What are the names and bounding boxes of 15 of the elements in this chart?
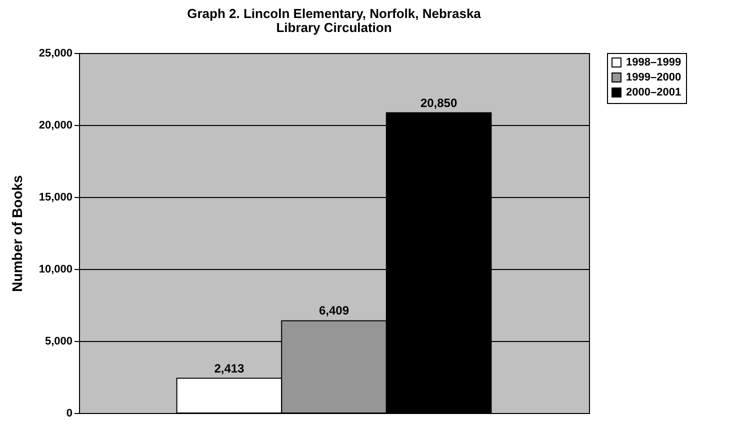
- data-label: 2,413: [214, 361, 245, 376]
- legend-label: 2000–2001: [626, 86, 682, 98]
- y-tick-label: 0: [66, 408, 72, 420]
- data-label: 6,409: [318, 304, 350, 318]
- y-tick-label: 15,000: [38, 192, 72, 204]
- chart-subtitle: Library Circulation: [276, 20, 392, 35]
- y-tick-label: 10,000: [38, 264, 72, 276]
- y-tick-label: 5,000: [44, 336, 72, 348]
- chart-title: Graph 2. Lincoln Elementary, Norfolk, Nebraska: [187, 6, 482, 21]
- legend-label: 1998–1999: [626, 56, 682, 68]
- legend-label: 1999–2000: [626, 72, 682, 84]
- data-label: 20,850: [420, 96, 458, 110]
- y-tick-label: 25,000: [38, 48, 72, 60]
- y-axis-title: Number of Books: [8, 174, 25, 292]
- y-tick-label: 20,000: [38, 120, 72, 132]
